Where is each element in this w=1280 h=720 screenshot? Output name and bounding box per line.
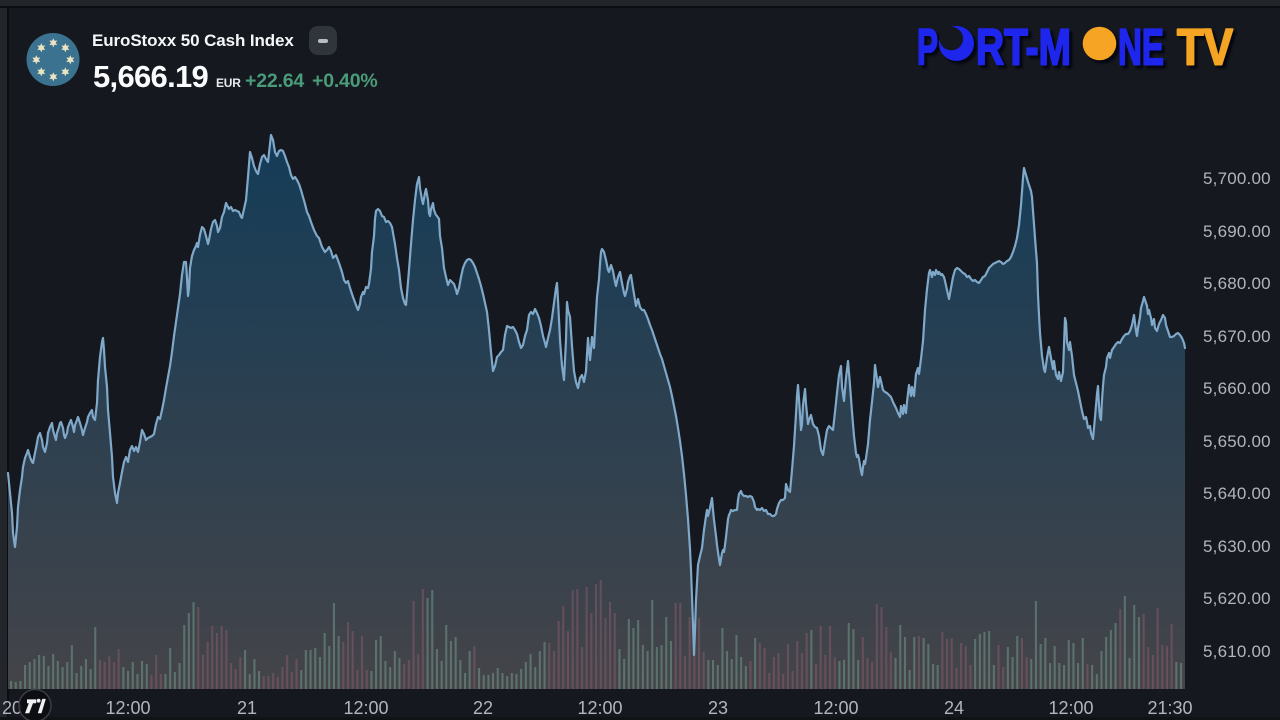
svg-text:P: P (917, 19, 938, 76)
svg-text:RT-M: RT-M (976, 19, 1071, 76)
svg-text:TV: TV (1177, 19, 1233, 76)
svg-text:NE: NE (1118, 19, 1164, 76)
